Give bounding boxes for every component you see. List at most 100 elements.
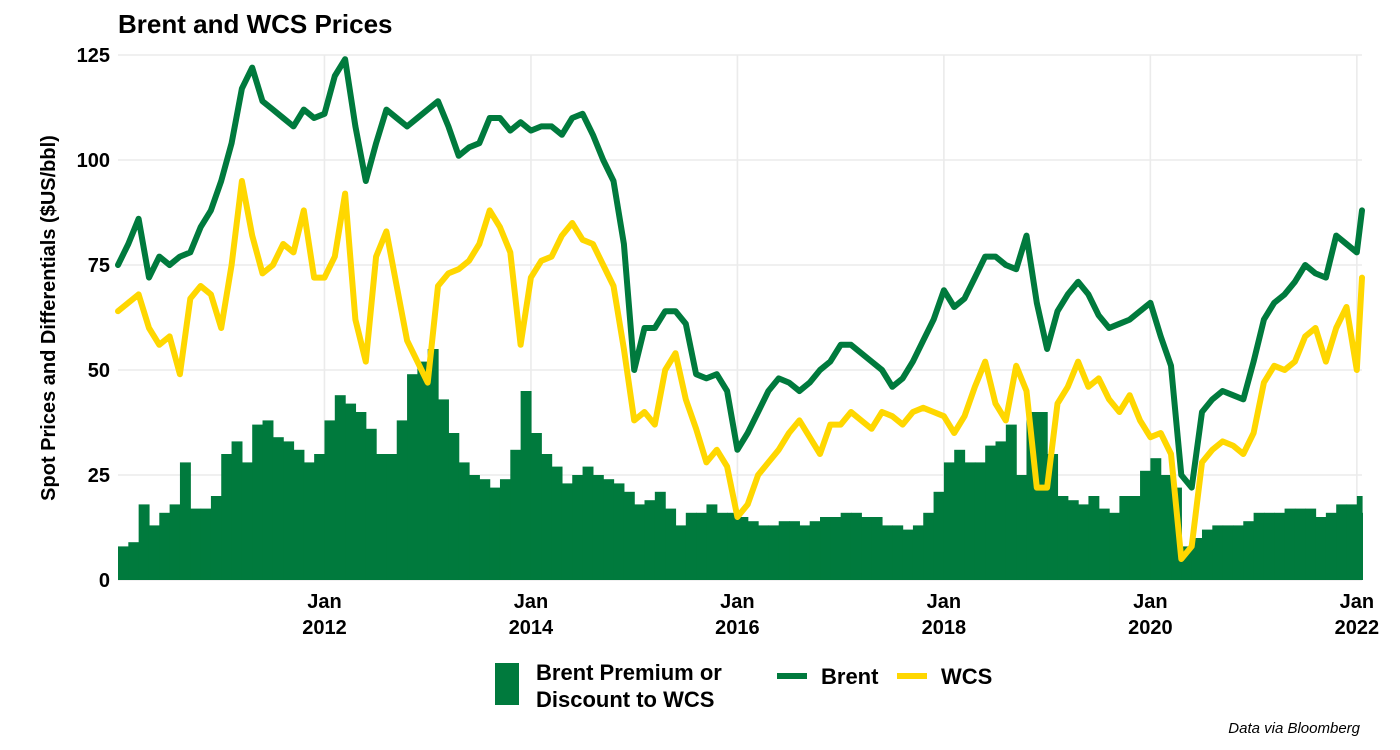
chart-title: Brent and WCS Prices (118, 9, 393, 39)
premium-bar-49 (623, 491, 635, 580)
premium-bar-113 (1284, 508, 1296, 580)
premium-bar-30 (427, 349, 439, 580)
premium-bar-76 (902, 529, 914, 580)
premium-bar-13 (252, 424, 264, 580)
premium-bar-83 (974, 462, 986, 580)
premium-bar-20 (324, 420, 336, 580)
premium-bar-26 (386, 454, 398, 580)
x-tick-month-1: Jan (514, 591, 548, 613)
premium-bar-108 (1232, 525, 1244, 580)
premium-bar-10 (221, 454, 233, 580)
premium-bar-100 (1150, 458, 1162, 580)
price-lines (115, 56, 1365, 562)
premium-bar-57 (706, 504, 718, 580)
premium-bar-121 (1362, 512, 1363, 580)
premium-bar-119 (1346, 504, 1358, 580)
premium-bar-75 (892, 525, 904, 580)
premium-bar-106 (1212, 525, 1224, 580)
x-tick-month-3: Jan (927, 591, 961, 613)
premium-bar-40 (530, 433, 542, 580)
premium-bar-27 (396, 420, 408, 580)
premium-bar-109 (1243, 521, 1255, 580)
premium-bar-2 (138, 504, 150, 580)
premium-bar-66 (799, 525, 811, 580)
premium-bar-104 (1191, 538, 1203, 580)
premium-bars (118, 349, 1363, 580)
premium-bar-112 (1274, 512, 1286, 580)
premium-bar-61 (747, 521, 759, 580)
premium-bar-52 (654, 491, 666, 580)
premium-bar-78 (923, 512, 935, 580)
premium-bar-21 (334, 395, 346, 580)
premium-bar-62 (758, 525, 769, 580)
premium-bar-87 (1016, 475, 1028, 580)
premium-bar-22 (345, 403, 357, 580)
premium-bar-37 (499, 479, 511, 580)
premium-bar-15 (272, 437, 284, 580)
premium-bar-39 (520, 391, 532, 580)
premium-bar-35 (479, 479, 491, 580)
x-tick-month-0: Jan (307, 591, 341, 613)
premium-bar-9 (210, 496, 222, 580)
premium-bar-77 (912, 525, 924, 580)
premium-bar-101 (1160, 475, 1172, 580)
premium-bar-25 (376, 454, 388, 580)
premium-bar-98 (1129, 496, 1141, 580)
premium-bar-11 (231, 441, 243, 580)
premium-bar-116 (1315, 517, 1327, 580)
premium-bar-50 (634, 504, 646, 580)
premium-bar-19 (314, 454, 326, 580)
premium-bar-29 (417, 361, 429, 580)
premium-bar-16 (283, 441, 295, 580)
premium-bar-34 (469, 475, 480, 580)
premium-bar-8 (200, 508, 212, 580)
y-axis-ticks: 0 25 50 75 100 125 (77, 45, 110, 592)
premium-bar-14 (262, 420, 274, 580)
premium-bar-118 (1336, 504, 1348, 580)
premium-bar-93 (1078, 504, 1090, 580)
premium-bar-97 (1119, 496, 1131, 580)
brent-line (115, 56, 1365, 491)
premium-bar-56 (696, 512, 708, 580)
premium-bar-7 (190, 508, 202, 580)
premium-bar-73 (871, 517, 883, 580)
premium-bar-89 (1036, 412, 1048, 580)
premium-bar-86 (1005, 424, 1017, 580)
premium-bar-117 (1325, 512, 1337, 580)
x-tick-month-4: Jan (1133, 591, 1167, 613)
premium-bar-71 (850, 512, 862, 580)
premium-bar-44 (572, 475, 584, 580)
premium-bar-74 (881, 525, 893, 580)
premium-bar-46 (592, 475, 604, 580)
premium-bar-4 (159, 512, 171, 580)
y-tick-label-5: 125 (77, 45, 110, 67)
premium-bar-6 (179, 462, 191, 580)
legend-label-premium-line2: Discount to WCS (536, 687, 714, 712)
premium-bar-88 (1026, 412, 1038, 580)
premium-bar-80 (943, 462, 955, 580)
y-tick-label-2: 50 (88, 360, 110, 382)
premium-bar-63 (768, 525, 780, 580)
premium-bar-12 (241, 462, 253, 580)
premium-bar-70 (840, 512, 852, 580)
x-tick-year-2: 2016 (715, 617, 760, 639)
premium-bar-64 (778, 521, 790, 580)
premium-bar-36 (489, 487, 501, 580)
x-tick-year-1: 2014 (509, 617, 554, 639)
premium-bar-38 (510, 449, 522, 580)
premium-bar-60 (737, 517, 749, 580)
premium-bar-31 (438, 399, 449, 580)
premium-bar-41 (541, 454, 553, 580)
y-axis-label: Spot Prices and Differentials ($US/bbl) (38, 135, 60, 501)
premium-bar-33 (458, 462, 470, 580)
x-tick-year-3: 2018 (922, 617, 967, 639)
x-tick-year-4: 2020 (1128, 617, 1173, 639)
premium-bar-67 (809, 521, 821, 580)
premium-bar-65 (789, 521, 800, 580)
premium-bar-110 (1253, 512, 1265, 580)
premium-bar-85 (995, 441, 1007, 580)
legend: Brent Premium or Discount to WCS Brent W… (495, 660, 992, 712)
premium-bar-105 (1201, 529, 1213, 580)
legend-key-premium (495, 663, 519, 705)
premium-bar-68 (820, 517, 831, 580)
